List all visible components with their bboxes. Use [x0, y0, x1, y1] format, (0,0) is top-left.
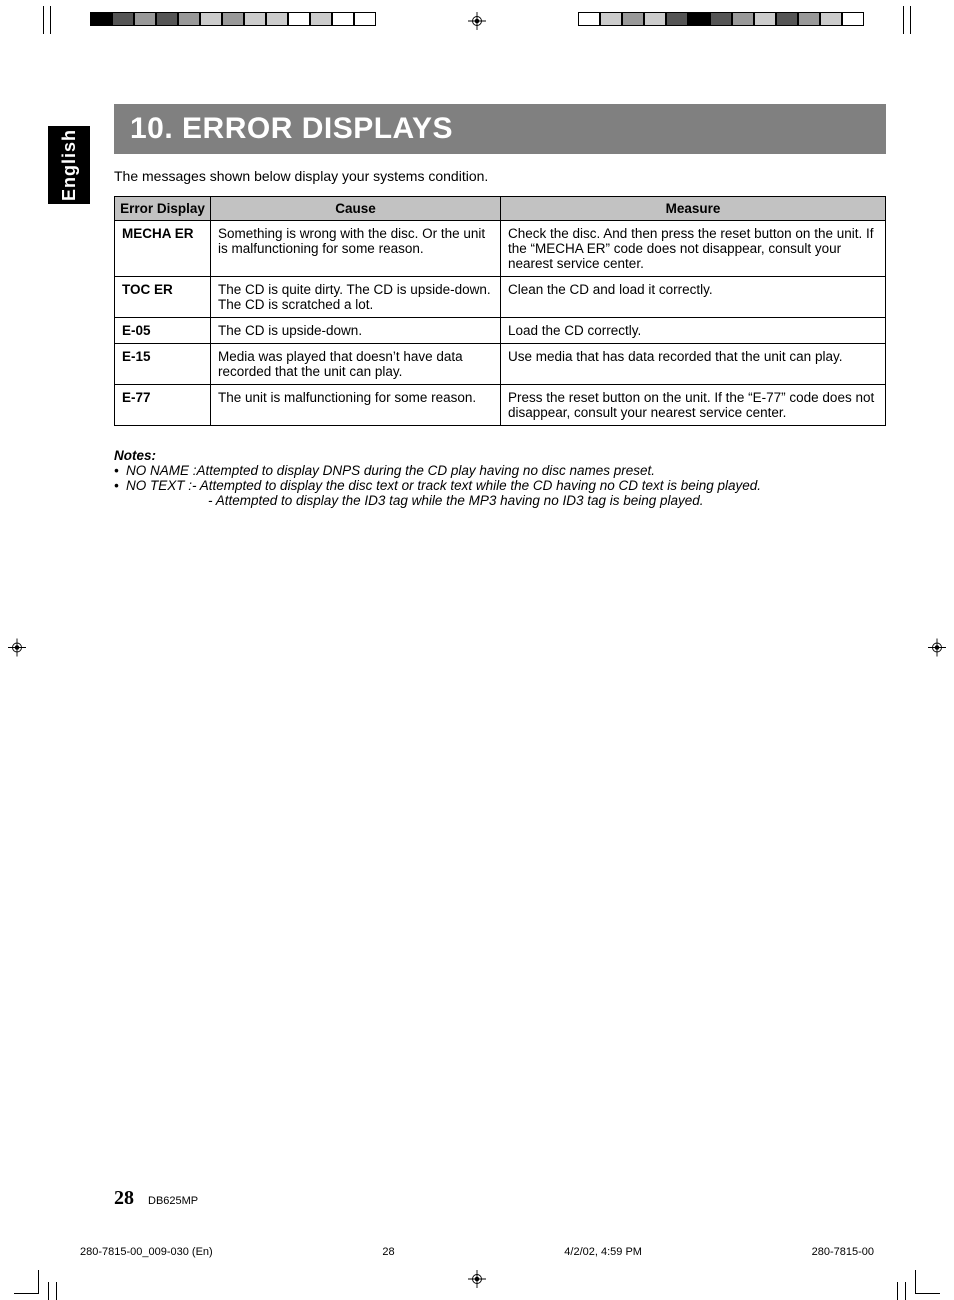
error-measure: Load the CD correctly.: [501, 318, 886, 344]
table-header-row: Error Display Cause Measure: [115, 197, 886, 221]
error-cause: Something is wrong with the disc. Or the…: [211, 221, 501, 277]
note-item: • NO TEXT : - Attempted to display the d…: [114, 478, 886, 493]
error-cause: The CD is quite dirty. The CD is upside-…: [211, 277, 501, 318]
crop-marks-top: [0, 0, 954, 40]
registration-target-icon: [928, 639, 946, 662]
col-header: Error Display: [115, 197, 211, 221]
print-code: 280-7815-00: [812, 1246, 874, 1258]
notes-section: Notes: • NO NAME : Attempted to display …: [114, 448, 886, 508]
error-code: MECHA ER: [115, 221, 211, 277]
registration-target-icon: [468, 12, 486, 30]
error-cause: The unit is malfunctioning for some reas…: [211, 385, 501, 426]
error-code: E-05: [115, 318, 211, 344]
print-page: 28: [382, 1246, 394, 1258]
section-title: 10. ERROR DISPLAYS: [114, 104, 886, 154]
error-measure: Check the disc. And then press the reset…: [501, 221, 886, 277]
error-cause: The CD is upside-down.: [211, 318, 501, 344]
print-timestamp: 4/2/02, 4:59 PM: [564, 1246, 642, 1258]
table-row: E-15 Media was played that doesn’t have …: [115, 344, 886, 385]
print-file: 280-7815-00_009-030 (En): [80, 1246, 213, 1258]
error-code: E-77: [115, 385, 211, 426]
page-number: 28: [114, 1187, 134, 1210]
note-label: NO TEXT :: [126, 478, 192, 493]
note-body: Attempted to display DNPS during the CD …: [197, 463, 886, 478]
error-table: Error Display Cause Measure MECHA ER Som…: [114, 196, 886, 426]
language-tab: English: [48, 126, 90, 204]
error-cause: Media was played that doesn’t have data …: [211, 344, 501, 385]
col-header: Cause: [211, 197, 501, 221]
bullet-icon: •: [114, 463, 126, 478]
note-body: - Attempted to display the disc text or …: [192, 478, 886, 493]
bullet-icon: •: [114, 478, 126, 493]
table-row: E-05 The CD is upside-down. Load the CD …: [115, 318, 886, 344]
table-row: MECHA ER Something is wrong with the dis…: [115, 221, 886, 277]
table-row: TOC ER The CD is quite dirty. The CD is …: [115, 277, 886, 318]
note-body: - Attempted to display the ID3 tag while…: [208, 493, 886, 508]
note-label: NO NAME :: [126, 463, 197, 478]
color-registration-strip: [90, 12, 376, 26]
error-measure: Clean the CD and load it correctly.: [501, 277, 886, 318]
crop-marks-bottom: [0, 1260, 954, 1300]
registration-target-icon: [8, 639, 26, 662]
language-tab-label: English: [59, 129, 80, 201]
print-metadata-row: 280-7815-00_009-030 (En) 28 4/2/02, 4:59…: [80, 1246, 874, 1258]
col-header: Measure: [501, 197, 886, 221]
registration-target-icon: [468, 1270, 486, 1288]
color-registration-strip: [578, 12, 864, 26]
page-content: English 10. ERROR DISPLAYS The messages …: [48, 50, 906, 1220]
error-measure: Use media that has data recorded that th…: [501, 344, 886, 385]
table-row: E-77 The unit is malfunctioning for some…: [115, 385, 886, 426]
note-item: • NO NAME : Attempted to display DNPS du…: [114, 463, 886, 478]
error-measure: Press the reset button on the unit. If t…: [501, 385, 886, 426]
page-footer: 28 DB625MP: [114, 1187, 886, 1210]
intro-text: The messages shown below display your sy…: [114, 168, 886, 184]
error-code: E-15: [115, 344, 211, 385]
error-code: TOC ER: [115, 277, 211, 318]
model-code: DB625MP: [148, 1195, 198, 1207]
notes-heading: Notes:: [114, 448, 886, 463]
